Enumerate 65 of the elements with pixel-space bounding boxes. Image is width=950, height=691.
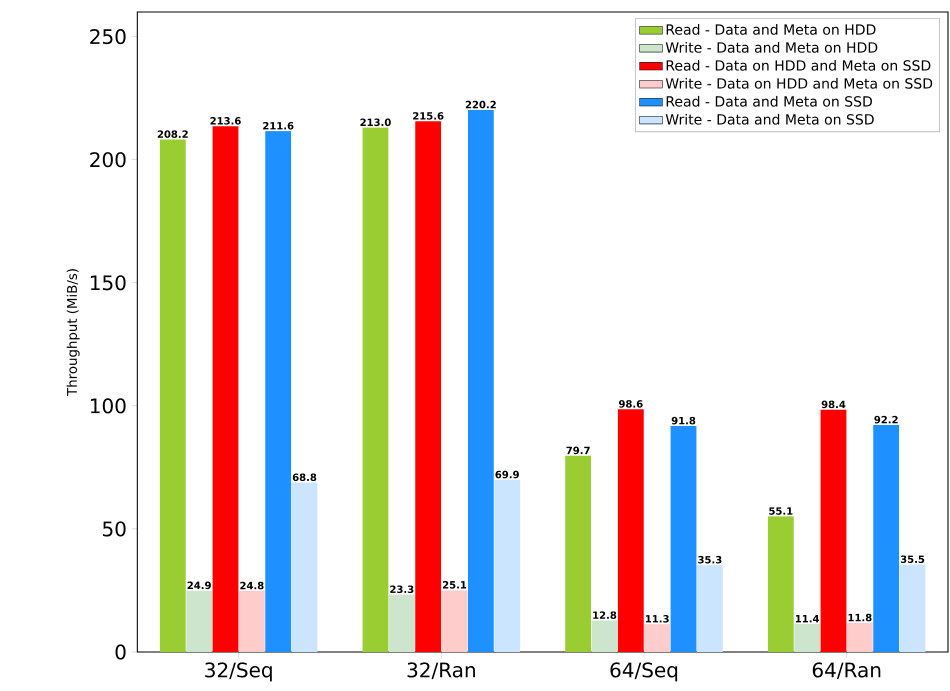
data-label: 213.6 — [210, 117, 241, 125]
bar — [644, 624, 670, 652]
legend-label: Write - Data on HDD and Meta on SSD — [666, 78, 932, 89]
data-label: 24.8 — [240, 582, 264, 590]
bar — [820, 410, 846, 652]
data-label: 215.6 — [413, 112, 444, 120]
data-label: 11.3 — [646, 615, 669, 623]
data-label: 98.4 — [822, 400, 846, 408]
data-label: 211.6 — [263, 122, 294, 130]
bar — [292, 482, 318, 652]
bar — [618, 409, 644, 652]
bar — [186, 590, 212, 652]
data-label: 98.6 — [619, 400, 643, 408]
data-label: 213.0 — [360, 118, 391, 126]
bar — [415, 121, 442, 652]
bar — [873, 425, 900, 652]
data-label: 12.8 — [593, 611, 616, 620]
legend-label: Write - Data and Meta on HDD — [666, 42, 878, 53]
data-label: 68.8 — [292, 474, 316, 482]
data-label: 55.1 — [769, 508, 792, 515]
data-label: 24.9 — [188, 582, 211, 590]
x-tick-label: 64/Ran — [812, 662, 880, 680]
bar — [362, 128, 388, 652]
data-label: 11.4 — [796, 615, 820, 622]
x-tick-label: 64/Seq — [610, 662, 678, 682]
legend-label: Write - Data and Meta on SSD — [666, 114, 874, 125]
data-label: 35.5 — [900, 556, 924, 564]
data-label: 92.2 — [874, 416, 898, 424]
y-axis-title: Throughput (MiB/s) — [66, 269, 80, 396]
data-label: 69.9 — [495, 470, 519, 479]
data-label: 79.7 — [566, 446, 590, 454]
bar — [265, 131, 292, 652]
legend-label: Read - Data and Meta on SSD — [666, 96, 872, 107]
bar — [212, 126, 238, 652]
y-tick-label: 100 — [90, 398, 126, 414]
y-tick-label: 200 — [90, 152, 126, 168]
bar — [468, 110, 494, 652]
data-label: 91.8 — [672, 417, 696, 425]
bar — [238, 591, 265, 652]
x-tick-label: 32/Seq — [205, 662, 272, 682]
bar — [900, 564, 926, 652]
y-tick-label: 250 — [90, 29, 126, 44]
data-label: 220.2 — [466, 100, 496, 109]
bar — [160, 140, 186, 652]
bar — [592, 620, 618, 652]
bar — [768, 516, 794, 652]
bar — [494, 480, 520, 652]
data-label: 35.3 — [698, 556, 722, 564]
data-label: 208.2 — [158, 130, 188, 138]
x-tick-label: 32/Ran — [408, 662, 475, 680]
bar — [388, 594, 415, 652]
legend-label: Read - Data and Meta on HDD — [666, 24, 876, 35]
y-tick-label: 50 — [103, 522, 126, 537]
data-label: 25.1 — [442, 581, 466, 589]
data-label: 23.3 — [390, 586, 414, 594]
bar — [696, 565, 723, 652]
legend-label: Read - Data on HDD and Meta on SSD — [666, 60, 930, 71]
y-tick-label: 0 — [116, 644, 126, 660]
y-tick-label: 150 — [90, 275, 126, 291]
bar — [846, 623, 873, 652]
bar — [670, 426, 696, 652]
bar — [565, 456, 592, 652]
bar — [794, 624, 820, 652]
data-label: 11.8 — [848, 614, 872, 622]
bar — [442, 590, 468, 652]
